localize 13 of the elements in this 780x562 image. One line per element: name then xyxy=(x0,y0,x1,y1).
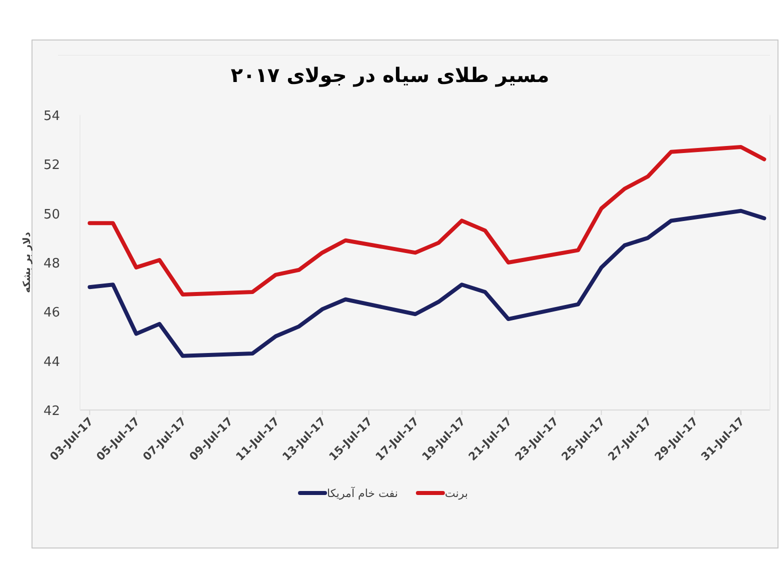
y-axis-title: دلار بر بشکه xyxy=(22,232,33,294)
y-tick-label: 50 xyxy=(43,207,60,222)
y-tick-label: 42 xyxy=(43,404,60,419)
y-tick-label: 52 xyxy=(43,158,60,174)
chart-title: مسیر طلای سیاه در جولای ۲۰۱۷ xyxy=(230,63,550,87)
y-tick-label: 48 xyxy=(43,256,60,272)
y-tick-label: 44 xyxy=(43,354,60,370)
legend-label: نفت خام آمریکا xyxy=(327,486,398,500)
line-series xyxy=(88,144,766,296)
line-series xyxy=(88,208,766,358)
legend-label: برنت xyxy=(444,487,468,500)
y-tick-label: 54 xyxy=(43,109,60,124)
y-tick-label: 46 xyxy=(43,306,60,321)
